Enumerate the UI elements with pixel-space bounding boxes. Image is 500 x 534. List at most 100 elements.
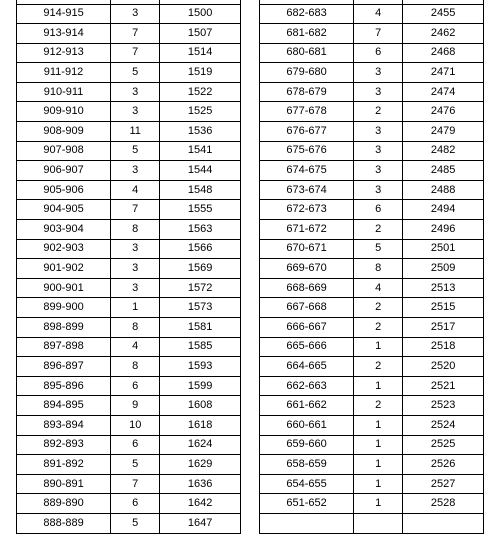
- table-row: 900-90131572: [17, 278, 241, 298]
- cell: 896-897: [17, 357, 111, 377]
- cell: 6: [111, 435, 160, 455]
- cell: 1563: [160, 220, 241, 240]
- cell: 2485: [403, 161, 484, 181]
- cell: 8: [111, 357, 160, 377]
- table-row: 664-66522520: [260, 357, 484, 377]
- cell: 3: [111, 82, 160, 102]
- cell: 1555: [160, 200, 241, 220]
- cell: 1: [354, 337, 403, 357]
- table-row: 907-90851541: [17, 141, 241, 161]
- cell: 2: [354, 396, 403, 416]
- cell: 1522: [160, 82, 241, 102]
- cell: [403, 513, 484, 533]
- table-row: 892-89361624: [17, 435, 241, 455]
- cell: 2482: [403, 141, 484, 161]
- table-row: 661-66222523: [260, 396, 484, 416]
- cell: 7: [354, 24, 403, 44]
- cell: 2517: [403, 318, 484, 338]
- cell: 912-913: [17, 43, 111, 63]
- cell: 4: [111, 337, 160, 357]
- cell: 2455: [403, 4, 484, 24]
- table-row: [260, 513, 484, 533]
- cell: 2468: [403, 43, 484, 63]
- table-row: 914-91531500: [17, 4, 241, 24]
- cell: 6: [354, 200, 403, 220]
- cell: 2521: [403, 376, 484, 396]
- cell: 674-675: [260, 161, 354, 181]
- table-row: 659-66012525: [260, 435, 484, 455]
- cell: 902-903: [17, 239, 111, 259]
- cell: 2479: [403, 122, 484, 142]
- cell: 2513: [403, 278, 484, 298]
- cell: 894-895: [17, 396, 111, 416]
- cell: 2523: [403, 396, 484, 416]
- cell: 7: [111, 43, 160, 63]
- table-row: 912-91371514: [17, 43, 241, 63]
- cell: 913-914: [17, 24, 111, 44]
- cell: 11: [111, 122, 160, 142]
- cell: 677-678: [260, 102, 354, 122]
- right-table: 682-68342455681-68272462680-68162468679-…: [259, 0, 484, 534]
- table-row: 670-67152501: [260, 239, 484, 259]
- table-row: 654-65512527: [260, 474, 484, 494]
- cell: 651-652: [260, 494, 354, 514]
- cell: 9: [111, 396, 160, 416]
- cell: 668-669: [260, 278, 354, 298]
- cell: 1: [354, 474, 403, 494]
- cell: 6: [111, 494, 160, 514]
- cell: 1566: [160, 239, 241, 259]
- cell: 3: [111, 4, 160, 24]
- cell: 1525: [160, 102, 241, 122]
- table-row: 908-909111536: [17, 122, 241, 142]
- cell: 4: [111, 180, 160, 200]
- table-row: 905-90641548: [17, 180, 241, 200]
- table-row: 895-89661599: [17, 376, 241, 396]
- cell: 2474: [403, 82, 484, 102]
- cell: 905-906: [17, 180, 111, 200]
- cell: 660-661: [260, 415, 354, 435]
- cell: 1544: [160, 161, 241, 181]
- cell: 3: [111, 259, 160, 279]
- table-row: 660-66112524: [260, 415, 484, 435]
- table-row: 680-68162468: [260, 43, 484, 63]
- cell: 1599: [160, 376, 241, 396]
- cell: 1647: [160, 513, 241, 533]
- cell: 903-904: [17, 220, 111, 240]
- cell: 910-911: [17, 82, 111, 102]
- cell: 1: [354, 376, 403, 396]
- table-row: 903-90481563: [17, 220, 241, 240]
- cell: 1636: [160, 474, 241, 494]
- cell: 3: [111, 239, 160, 259]
- table-row: 675-67632482: [260, 141, 484, 161]
- cell: 2: [354, 220, 403, 240]
- cell: 3: [111, 102, 160, 122]
- cell: 2476: [403, 102, 484, 122]
- cell: 3: [354, 141, 403, 161]
- table-row: 894-89591608: [17, 396, 241, 416]
- table-row: 913-91471507: [17, 24, 241, 44]
- cell: 678-679: [260, 82, 354, 102]
- cell: 2496: [403, 220, 484, 240]
- table-row: 678-67932474: [260, 82, 484, 102]
- cell: 676-677: [260, 122, 354, 142]
- left-table: 914-91531500913-91471507912-91371514911-…: [16, 0, 241, 534]
- cell: 667-668: [260, 298, 354, 318]
- table-row: 902-90331566: [17, 239, 241, 259]
- cell: 909-910: [17, 102, 111, 122]
- cell: 666-667: [260, 318, 354, 338]
- cell: 662-663: [260, 376, 354, 396]
- cell: 5: [111, 513, 160, 533]
- table-row: 682-68342455: [260, 4, 484, 24]
- cell: 2524: [403, 415, 484, 435]
- table-row: 891-89251629: [17, 455, 241, 475]
- table-row: 681-68272462: [260, 24, 484, 44]
- cell: 1507: [160, 24, 241, 44]
- cell: 3: [354, 161, 403, 181]
- cell: 1593: [160, 357, 241, 377]
- cell: 681-682: [260, 24, 354, 44]
- cell: 1: [354, 415, 403, 435]
- cell: 895-896: [17, 376, 111, 396]
- cell: 675-676: [260, 141, 354, 161]
- cell: 1573: [160, 298, 241, 318]
- cell: 1585: [160, 337, 241, 357]
